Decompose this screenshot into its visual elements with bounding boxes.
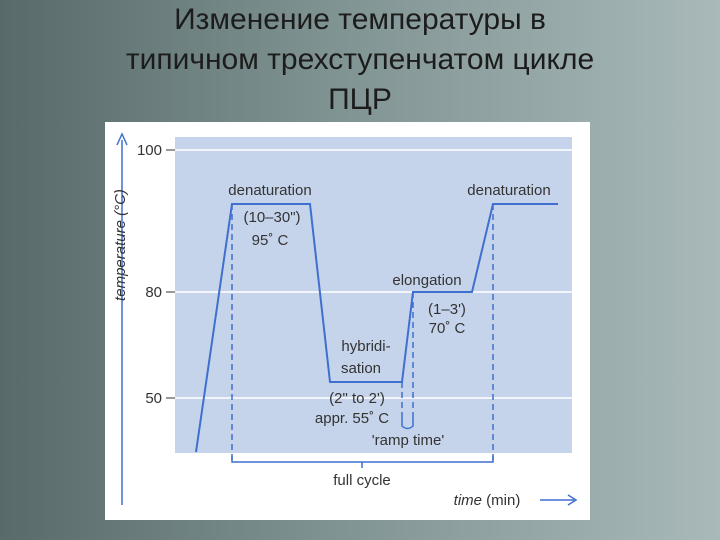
cycle-label: full cycle xyxy=(333,472,391,489)
annotation: appr. 55˚ C xyxy=(315,410,389,427)
ticks xyxy=(166,149,175,399)
x-axis-label: time (min) xyxy=(454,492,521,509)
annotation: elongation xyxy=(392,272,461,289)
annotation: (2" to 2') xyxy=(329,390,385,407)
cycle-bracket xyxy=(231,456,494,468)
annotation: 70˚ C xyxy=(429,320,466,337)
grid xyxy=(175,149,572,399)
annotation: (10–30") xyxy=(243,209,300,226)
guides xyxy=(231,204,494,460)
x-axis-name: time xyxy=(454,492,482,509)
x-axis-arrowhead xyxy=(567,494,578,506)
title-line: типичном трехступенчатом цикле xyxy=(125,43,595,76)
y-tick-label: 80 xyxy=(145,284,162,301)
annotation: hybridi- xyxy=(341,338,390,355)
annotation: 95˚ C xyxy=(252,232,289,249)
annotation: 'ramp time' xyxy=(372,432,445,449)
annotation: sation xyxy=(341,360,381,377)
title-line: ПЦР xyxy=(328,83,392,116)
annotation: denaturation xyxy=(467,182,550,199)
annotation: (1–3') xyxy=(428,301,466,318)
plot-area xyxy=(175,137,572,453)
y-axis-label: temperature (°C) xyxy=(112,189,129,301)
y-tick-label: 100 xyxy=(137,142,162,159)
annotation: denaturation xyxy=(228,182,311,199)
y-axis-arrow xyxy=(116,132,128,146)
ramp-bracket xyxy=(401,418,414,430)
x-axis-unit: (min) xyxy=(486,492,520,509)
title-line: Изменение температуры в xyxy=(174,3,546,36)
y-tick-label: 50 xyxy=(145,390,162,407)
